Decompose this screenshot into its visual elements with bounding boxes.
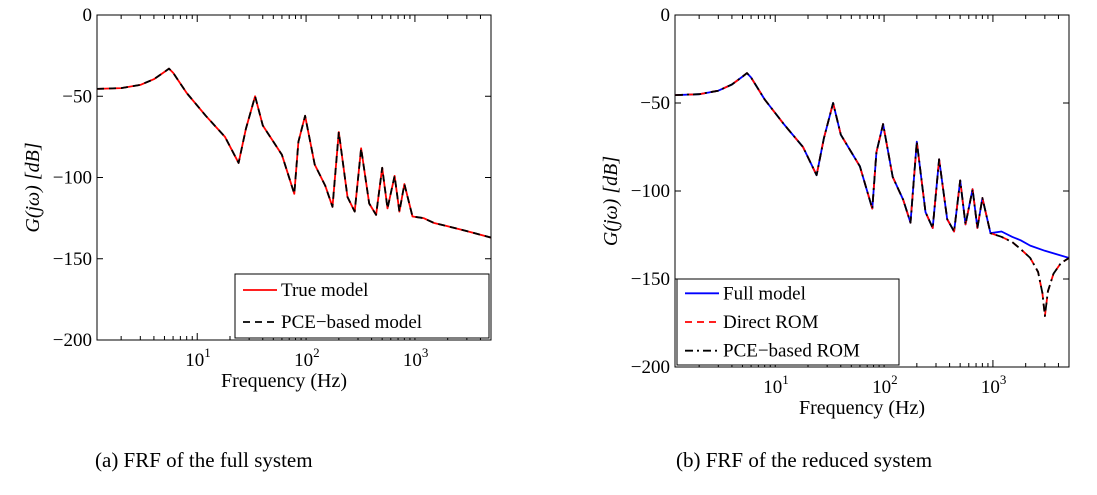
legend-box <box>234 273 490 339</box>
x-tick-label: 101 <box>763 372 789 398</box>
legend-label: PCE−based ROM <box>723 341 860 362</box>
y-tick-label: −100 <box>631 181 670 202</box>
x-tick-label: 102 <box>872 372 898 398</box>
x-tick-exponent: 1 <box>782 372 789 387</box>
legend-label: Full model <box>723 283 806 304</box>
series-line-3 <box>675 72 1069 317</box>
series-line-1 <box>97 67 491 239</box>
x-tick-label: 103 <box>981 372 1007 398</box>
y-tick-label: −200 <box>631 357 670 378</box>
y-tick-label: −150 <box>631 269 670 290</box>
y-tick-label: −50 <box>640 93 670 114</box>
y-tick-label: −100 <box>53 168 92 189</box>
y-tick-label: −150 <box>53 249 92 270</box>
x-axis-label: Frequency (Hz) <box>799 397 925 419</box>
x-tick-exponent: 3 <box>422 345 429 360</box>
caption-b: (b) FRF of the reduced system <box>676 448 933 472</box>
caption-a: (a) FRF of the full system <box>95 448 313 472</box>
x-tick-label: 101 <box>185 345 211 371</box>
x-tick-exponent: 3 <box>1000 372 1007 387</box>
y-tick-label: 0 <box>83 5 93 26</box>
x-tick-label: 103 <box>403 345 429 371</box>
y-axis-label: G(jω) [dB] <box>22 142 44 232</box>
y-tick-label: −200 <box>53 330 92 351</box>
x-tick-exponent: 1 <box>204 345 211 360</box>
x-tick-base: 10 <box>763 377 782 398</box>
series-line-2 <box>97 67 491 239</box>
y-tick-label: −50 <box>62 86 92 107</box>
legend-label: True model <box>281 280 368 301</box>
x-tick-base: 10 <box>185 350 204 371</box>
series-line-1 <box>675 72 1069 259</box>
legend-label: Direct ROM <box>723 312 819 333</box>
x-tick-base: 10 <box>981 377 1000 398</box>
x-tick-exponent: 2 <box>313 345 320 360</box>
x-tick-base: 10 <box>872 377 891 398</box>
x-tick-label: 102 <box>294 345 320 371</box>
y-tick-label: 0 <box>661 5 671 26</box>
x-tick-base: 10 <box>403 350 422 371</box>
x-tick-base: 10 <box>294 350 313 371</box>
y-axis-label: G(jω) [dB] <box>600 156 622 246</box>
x-axis-label: Frequency (Hz) <box>221 370 347 392</box>
x-tick-exponent: 2 <box>891 372 898 387</box>
legend-label: PCE−based model <box>281 312 422 333</box>
